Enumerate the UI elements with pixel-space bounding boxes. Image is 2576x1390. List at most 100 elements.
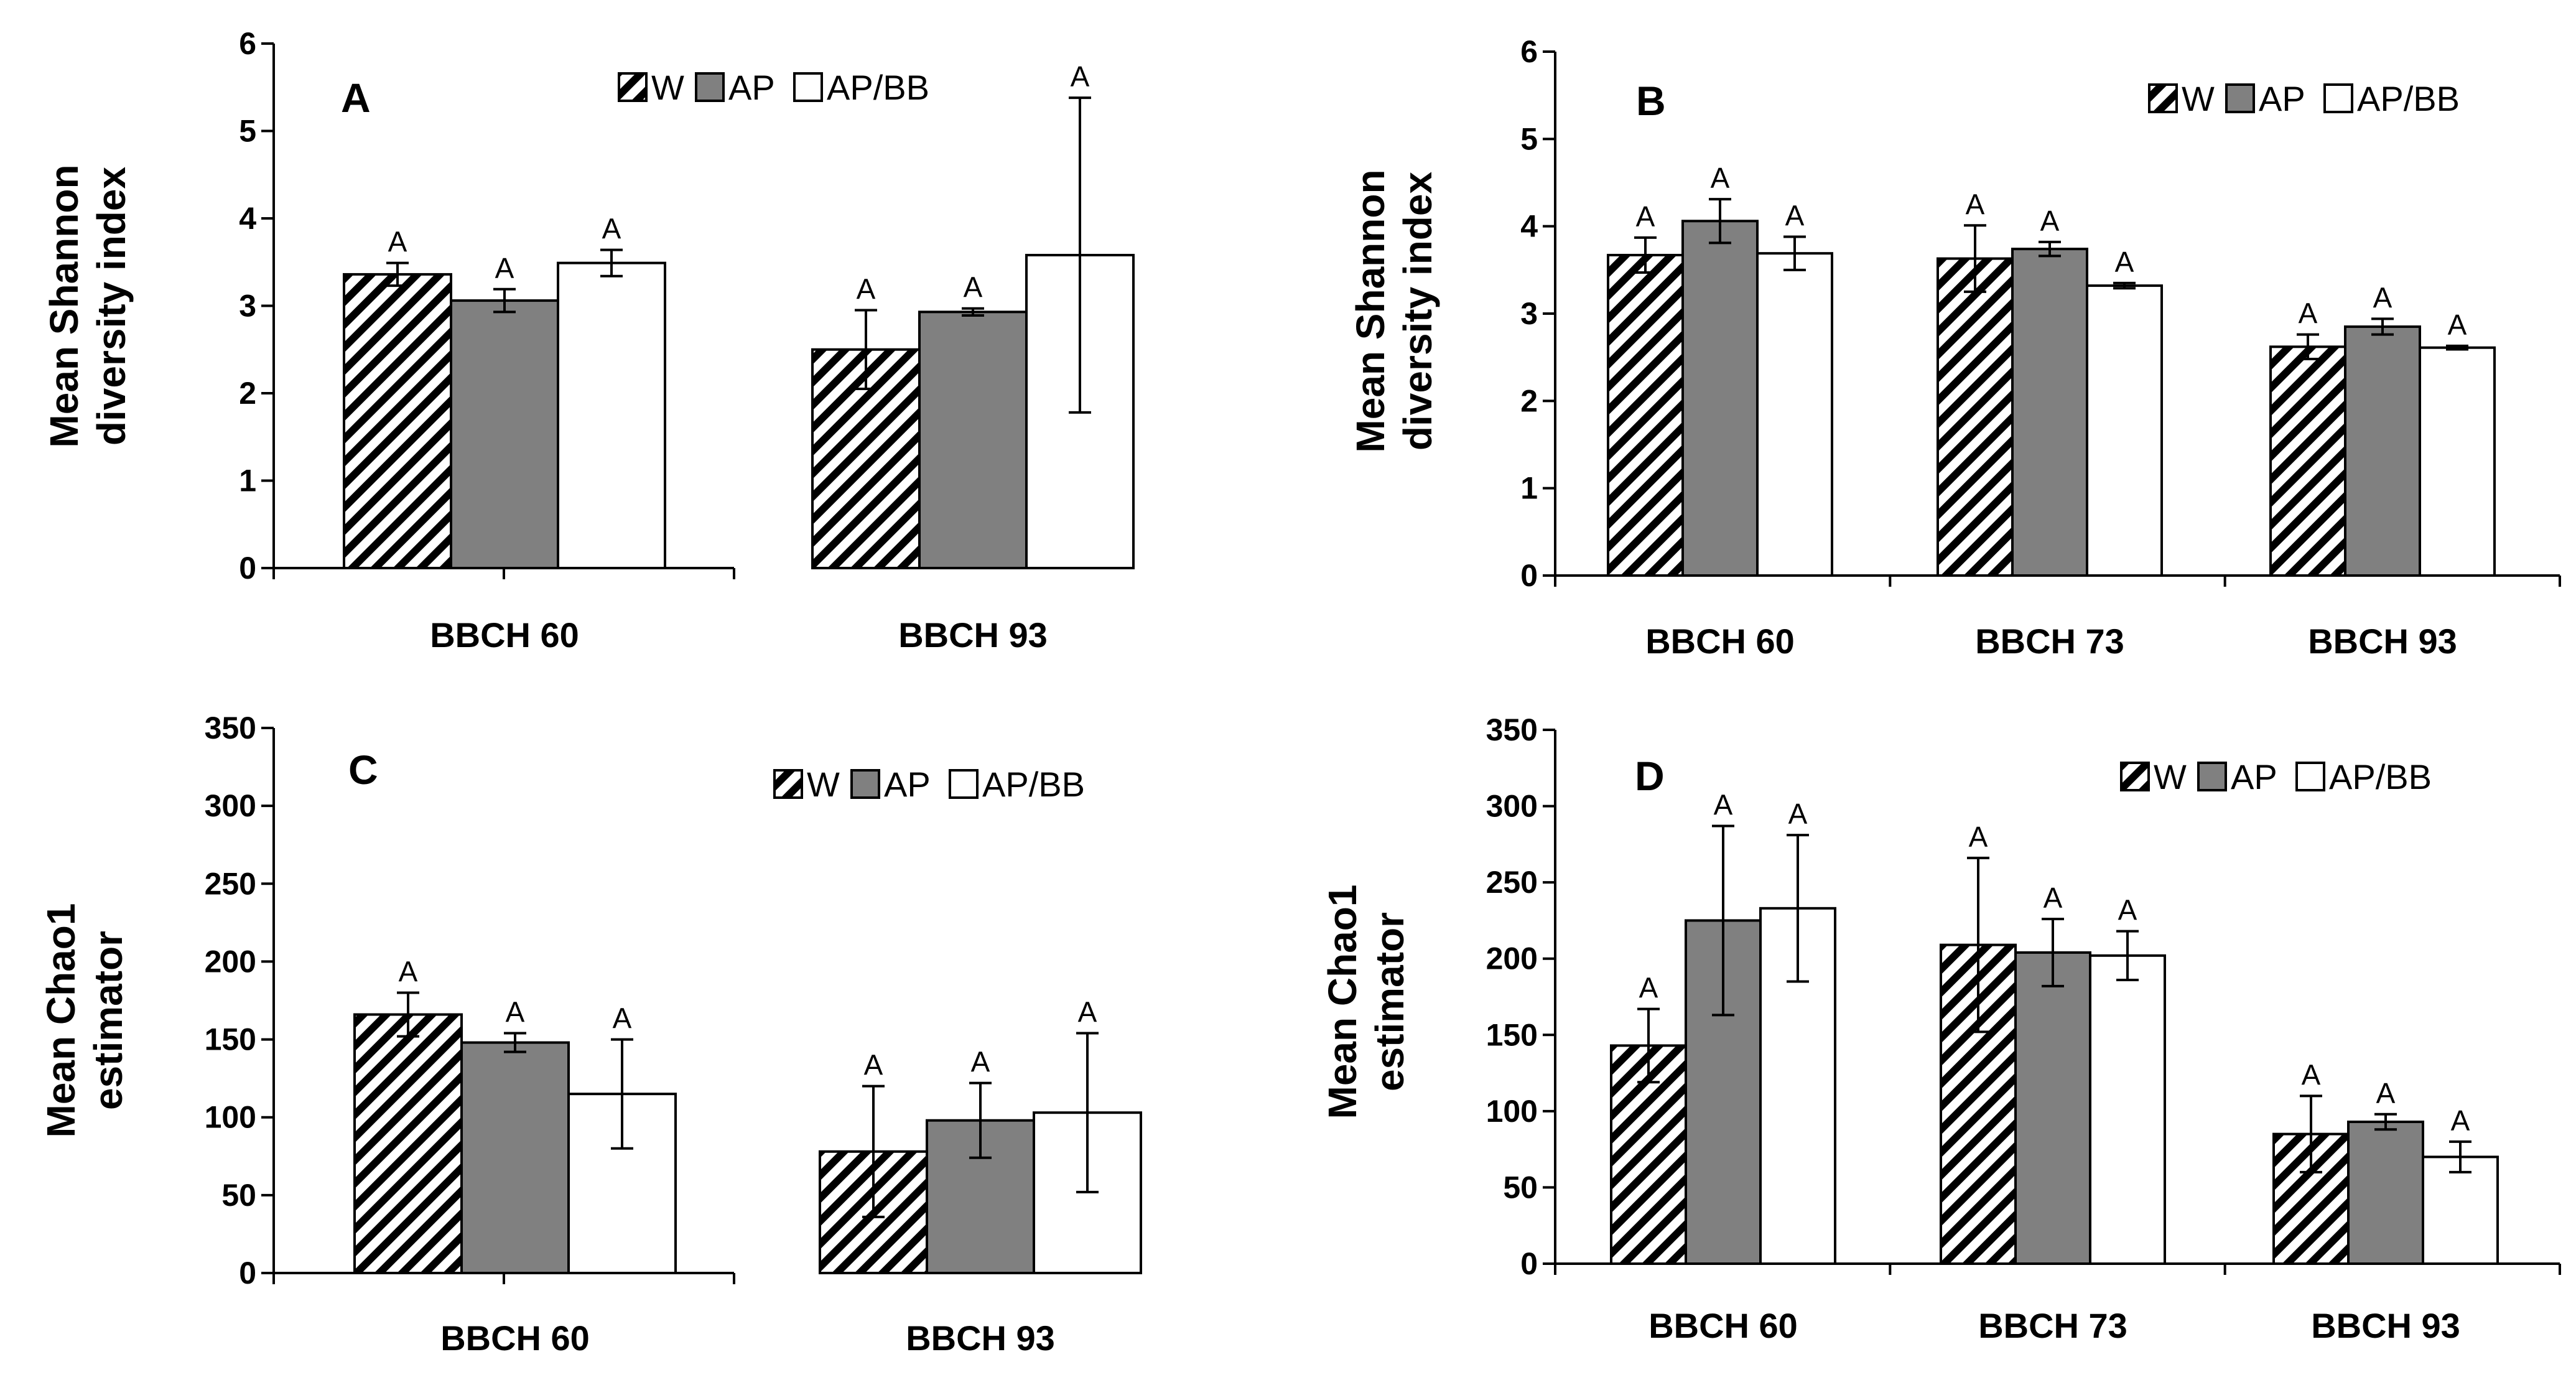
y-tick-label: 6 (239, 26, 256, 61)
legend-label: AP/BB (982, 765, 1085, 804)
y-axis-title-line: Mean Shannon (42, 164, 86, 447)
bar-ap (918, 310, 1028, 569)
significance-label: A (964, 271, 983, 304)
chart-panel-b: 0 1 2 3 4 5 6 A A A BBCH 60 A A A BBCH 73 A A A BBCH 93 Mea… (1348, 34, 2561, 661)
legend: W AP AP/BB (2148, 79, 2460, 118)
legend-label: W (2154, 757, 2187, 796)
legend-swatch-w (773, 769, 803, 799)
significance-label: A (1785, 200, 1805, 232)
y-axis-title-line: estimator (86, 931, 131, 1110)
y-tick-label: 250 (1486, 865, 1538, 900)
bar-ap (1681, 220, 1759, 577)
y-tick-label: 100 (205, 1100, 256, 1135)
significance-label: A (2448, 309, 2467, 341)
legend-label: W (2182, 79, 2215, 118)
y-tick-label: 1 (239, 464, 256, 498)
significance-label: A (1711, 162, 1730, 194)
legend-swatch-ap-bb (2323, 83, 2353, 113)
bar-ap-bb (2419, 346, 2496, 577)
bar-ap-bb (1756, 252, 1833, 577)
y-tick-label: 3 (1520, 296, 1538, 331)
y-tick-label: 0 (239, 551, 256, 585)
legend: W AP AP/BB (773, 765, 1085, 804)
y-axis-title-line: Mean Shannon (1348, 169, 1393, 452)
legend-label: AP/BB (827, 68, 929, 107)
y-tick-label: 350 (205, 711, 256, 745)
significance-label: A (495, 252, 514, 284)
x-category-label: BBCH 60 (1645, 622, 1795, 661)
legend: W AP AP/BB (618, 68, 929, 107)
y-tick-label: 200 (1486, 941, 1538, 976)
legend-swatch-ap (850, 769, 880, 799)
bar-ap-bb (557, 261, 666, 569)
panel-label: C (348, 747, 378, 793)
y-tick-label: 50 (221, 1178, 256, 1213)
x-category-label: BBCH 60 (440, 1318, 590, 1358)
chart-panel-a: 0 1 2 3 4 5 6 A A A BBCH 60 A A A BBCH 93 Mean Shannond… (42, 26, 1135, 655)
bar-ap-bb (2422, 1155, 2499, 1266)
significance-label: A (2118, 894, 2137, 926)
significance-label: A (1071, 60, 1090, 93)
significance-label: A (2044, 882, 2063, 914)
panel-label: D (1635, 753, 1665, 799)
y-tick-label: 0 (239, 1256, 256, 1290)
y-axis-title: Mean Shannondiversity index (1348, 169, 1440, 452)
significance-label: A (1639, 972, 1658, 1004)
y-axis-title-line: Mean Chao1 (1320, 885, 1365, 1119)
significance-label: A (2115, 246, 2134, 278)
significance-label: A (2373, 281, 2392, 314)
y-tick-label: 4 (1520, 209, 1538, 244)
significance-label: A (857, 273, 876, 306)
bar-ap (2011, 248, 2088, 577)
y-tick-label: 300 (205, 788, 256, 823)
significance-label: A (602, 213, 621, 245)
legend-swatch-ap-bb (793, 72, 823, 102)
legend-label: AP (728, 68, 775, 107)
significance-label: A (1969, 821, 1988, 853)
significance-label: A (2302, 1058, 2321, 1091)
chart-panel-d: 0 50 100 150 200 250 300 350 A A A BBCH 60 A A A BBCH 7… (1320, 712, 2561, 1345)
y-tick-label: 0 (1520, 558, 1538, 593)
legend-label: AP/BB (2357, 79, 2460, 118)
x-category-label: BBCH 73 (1978, 1306, 2127, 1345)
bar-ap (460, 1041, 570, 1274)
significance-label: A (388, 226, 407, 258)
significance-label: A (1078, 996, 1097, 1029)
y-tick-label: 5 (1520, 121, 1538, 156)
significance-label: A (1966, 188, 1985, 220)
x-category-label: BBCH 73 (1975, 622, 2124, 661)
legend-swatch-ap (2197, 762, 2227, 791)
y-tick-label: 5 (239, 114, 256, 149)
legend-swatch-ap (695, 72, 725, 102)
x-category-label: BBCH 93 (2308, 622, 2457, 661)
y-tick-label: 150 (1486, 1017, 1538, 1052)
significance-label: A (971, 1046, 990, 1078)
bar-ap (450, 299, 559, 569)
legend-swatch-w (618, 72, 648, 102)
bar-w (2269, 345, 2346, 577)
y-tick-label: 50 (1503, 1170, 1538, 1205)
x-category-label: BBCH 93 (906, 1318, 1055, 1358)
bar-w (343, 273, 452, 569)
y-tick-label: 150 (205, 1022, 256, 1057)
y-tick-label: 3 (239, 289, 256, 324)
significance-label: A (1714, 788, 1733, 821)
y-tick-label: 4 (239, 201, 256, 236)
significance-label: A (2376, 1077, 2396, 1109)
y-tick-label: 350 (1486, 712, 1538, 747)
x-category-label: BBCH 60 (1648, 1306, 1798, 1345)
y-axis-title: Mean Chao1estimator (1320, 885, 1412, 1119)
y-tick-label: 200 (205, 944, 256, 979)
significance-label: A (1636, 200, 1655, 233)
y-tick-label: 250 (205, 866, 256, 901)
legend-swatch-ap-bb (2295, 762, 2325, 791)
legend-swatch-ap (2225, 83, 2255, 113)
y-tick-label: 1 (1520, 471, 1538, 506)
significance-label: A (2451, 1104, 2470, 1137)
legend-label: W (807, 765, 840, 804)
significance-label: A (1788, 798, 1808, 830)
y-axis-title-line: estimator (1367, 912, 1412, 1091)
bar-ap-bb (2086, 284, 2163, 577)
bar-ap-bb (2089, 954, 2166, 1265)
